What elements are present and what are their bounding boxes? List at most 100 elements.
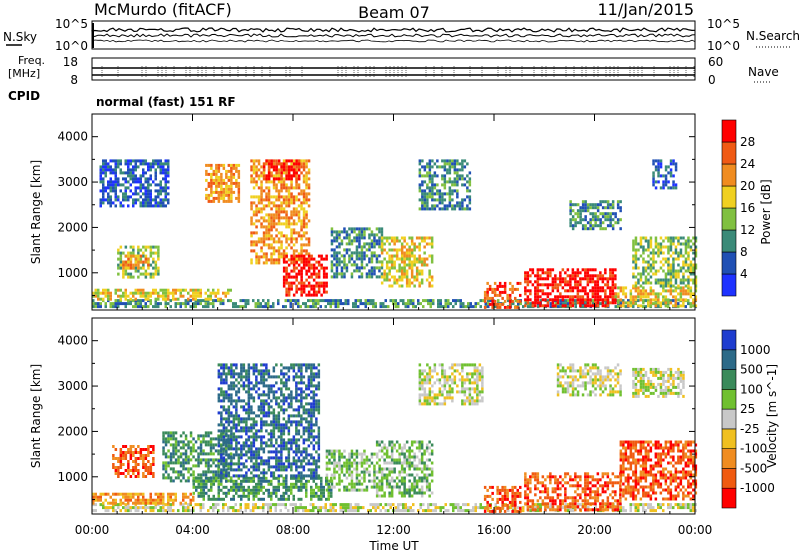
power-cell (536, 295, 540, 299)
power-cell (383, 272, 386, 276)
velocity-cell (214, 443, 218, 447)
velocity-cell (204, 440, 208, 444)
power-cell (204, 305, 207, 309)
power-cell (443, 165, 447, 169)
power-cell (382, 305, 385, 309)
power-cell (230, 199, 233, 203)
power-cell (252, 249, 256, 253)
velocity-cell (169, 443, 173, 447)
velocity-cell (275, 491, 278, 495)
velocity-cell (279, 509, 282, 513)
power-cell (421, 204, 424, 208)
velocity-cell (207, 458, 210, 462)
power-cell (257, 258, 261, 262)
power-cell (287, 174, 291, 178)
power-cell (405, 272, 409, 276)
power-cell (652, 251, 655, 255)
power-cell (302, 168, 306, 172)
velocity-cell (129, 506, 132, 510)
velocity-cell (257, 497, 260, 501)
velocity-cell (179, 501, 182, 505)
power-cell (162, 168, 165, 172)
power-cell (302, 254, 306, 258)
velocity-cell (377, 506, 380, 510)
power-cell (139, 248, 143, 252)
velocity-cell (127, 469, 130, 472)
velocity-cell (114, 457, 118, 460)
power-cell (159, 189, 162, 193)
power-cell (192, 291, 195, 295)
power-cell (142, 299, 145, 303)
power-cell (295, 183, 298, 187)
power-cell (654, 298, 658, 302)
power-cell (132, 171, 135, 175)
power-cell (252, 222, 256, 226)
velocity-cell (412, 509, 415, 513)
power-cell (292, 237, 296, 241)
power-cell (428, 189, 432, 193)
power-cell (147, 260, 150, 264)
velocity-cell (167, 431, 170, 435)
velocity-cell (189, 434, 193, 438)
power-cell (363, 254, 366, 258)
velocity-cell (112, 492, 115, 496)
velocity-cell (344, 509, 347, 513)
power-cell (662, 295, 665, 299)
power-cell (428, 207, 432, 211)
power-cell (290, 237, 293, 241)
power-cell (559, 302, 562, 306)
velocity-cell (207, 467, 210, 471)
power-cell (632, 248, 635, 252)
power-cell (335, 266, 339, 270)
velocity-cell (572, 509, 575, 513)
power-cell (230, 178, 233, 182)
velocity-cell (159, 492, 162, 496)
velocity-cell (220, 381, 223, 385)
power-cell (310, 293, 313, 297)
velocity-cell (217, 479, 220, 483)
power-cell (302, 180, 306, 184)
power-cell (289, 299, 292, 303)
power-cell (692, 242, 695, 246)
power-cell (629, 304, 633, 308)
power-cell (149, 275, 153, 279)
velocity-cell (367, 509, 370, 513)
power-cell (410, 251, 414, 255)
power-cell (358, 233, 361, 237)
power-cell (174, 291, 177, 295)
power-cell (282, 284, 286, 288)
power-cell (297, 269, 301, 273)
power-cell (302, 207, 306, 211)
power-cell (539, 268, 542, 272)
power-cell (487, 299, 490, 303)
power-cell (428, 192, 432, 196)
power-cell (257, 240, 261, 244)
power-cell (359, 299, 362, 303)
power-cell (154, 297, 157, 301)
velocity-cell (132, 451, 135, 454)
velocity-cell (137, 445, 140, 448)
power-cell (392, 299, 395, 303)
power-cell (441, 174, 444, 178)
velocity-cell (197, 434, 200, 438)
power-cell (601, 200, 605, 204)
velocity-cell (217, 449, 220, 453)
power-cell (347, 299, 350, 303)
power-cell (669, 281, 673, 285)
power-cell (611, 268, 615, 272)
velocity-cell (252, 479, 255, 483)
power-cell (355, 254, 359, 258)
power-cell (689, 305, 692, 309)
power-cell (664, 177, 668, 181)
velocity-cell (257, 488, 260, 492)
velocity-cell (312, 476, 315, 480)
power-cell (297, 162, 301, 166)
power-cell (272, 204, 276, 208)
power-cell (157, 272, 160, 276)
power-cell (322, 281, 326, 285)
power-cell (250, 195, 253, 199)
velocity-cell (202, 497, 205, 501)
velocity-cell (310, 476, 313, 480)
power-cell (265, 219, 268, 223)
power-cell (122, 195, 125, 199)
